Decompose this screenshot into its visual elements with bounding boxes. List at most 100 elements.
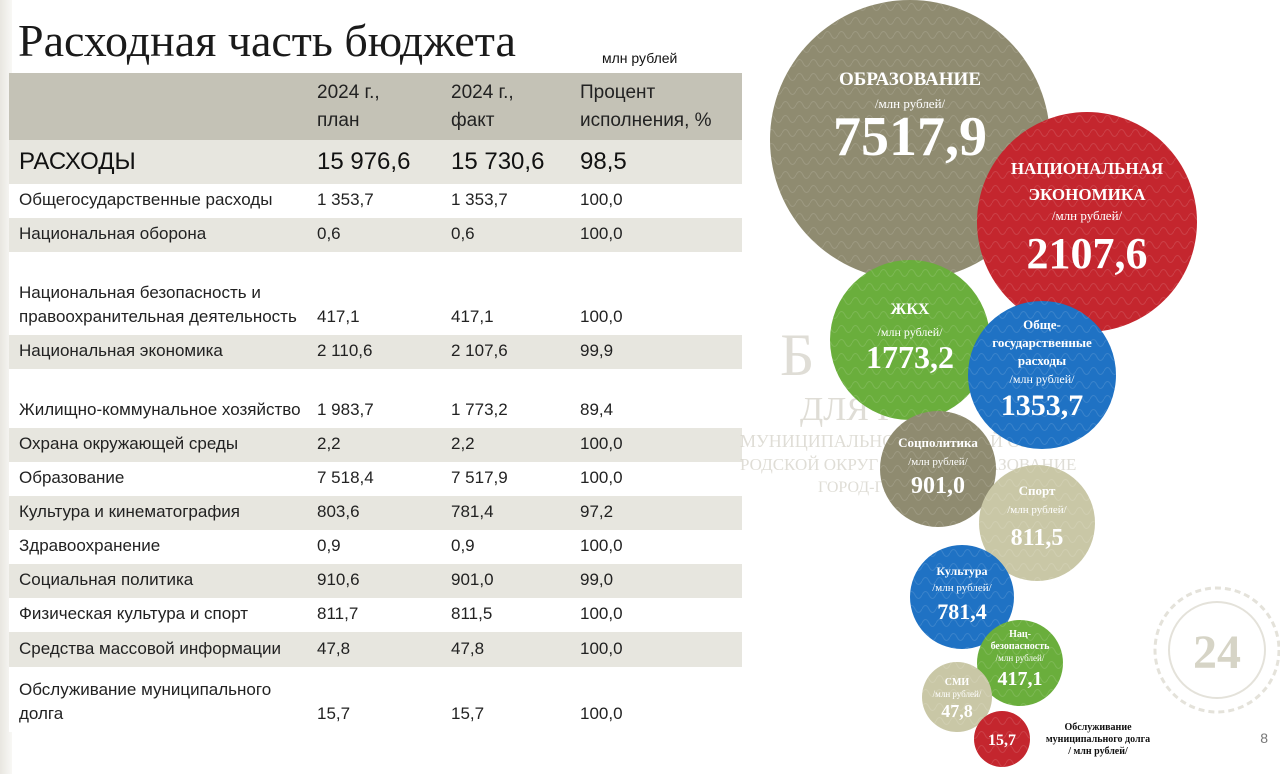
row-name: Жилищно-коммунальное хозяйство xyxy=(9,369,307,428)
row-plan: 47,8 xyxy=(307,632,441,667)
table-header-row: 2024 г., план 2024 г., факт Процент испо… xyxy=(9,73,742,140)
row-percent: 100,0 xyxy=(570,218,742,252)
bubble-unit: /млн рублей/ xyxy=(933,689,982,699)
header-fact: 2024 г., факт xyxy=(441,73,570,140)
row-fact: 2,2 xyxy=(441,428,570,462)
bubble: НАЦИОНАЛЬНАЯ ЭКОНОМИКА/млн рублей/2107,6 xyxy=(977,112,1197,332)
bubble-unit: /млн рублей/ xyxy=(878,325,944,339)
bubble-value: 417,1 xyxy=(998,668,1043,690)
table-row: Социальная политика 910,6 901,0 99,0 xyxy=(9,564,742,598)
row-percent: 100,0 xyxy=(570,632,742,667)
table-row: Культура и кинематография 803,6 781,4 97,2 xyxy=(9,496,742,530)
row-percent: 97,2 xyxy=(570,496,742,530)
row-name: Средства массовой информации xyxy=(9,632,307,667)
bubble-label: Нац- xyxy=(1009,629,1031,640)
header-percent-line2: исполнения, % xyxy=(580,109,712,131)
bubble-label: ЭКОНОМИКА xyxy=(1029,185,1147,204)
bubble-unit: /млн рублей/ xyxy=(996,653,1045,663)
table-row: Охрана окружающей среды 2,2 2,2 100,0 xyxy=(9,428,742,462)
bubble: СМИ/млн рублей/47,8 xyxy=(922,662,992,732)
row-percent: 100,0 xyxy=(570,428,742,462)
bubble-label: ОБРАЗОВАНИЕ xyxy=(839,69,981,90)
watermark-text: РОДСКОЙ ОКРУГ М xyxy=(740,455,898,474)
bubble-unit: /млн рублей/ xyxy=(1010,372,1076,386)
bubble-value: 901,0 xyxy=(911,473,965,499)
bubble-label: Соцполитика xyxy=(898,435,978,450)
row-plan: 0,9 xyxy=(307,530,441,564)
seal-emblem: 24 xyxy=(1153,586,1280,714)
row-fact: 1 773,2 xyxy=(441,369,570,428)
row-fact: 2 107,6 xyxy=(441,335,570,369)
table-row: Национальная экономика 2 110,6 2 107,6 99,9 xyxy=(9,335,742,369)
debt-caption-line1: Обслуживание xyxy=(1064,722,1132,733)
row-fact: 7 517,9 xyxy=(441,462,570,496)
seal-number: 24 xyxy=(1193,626,1241,679)
table-row: Национальная оборона 0,6 0,6 100,0 xyxy=(9,218,742,252)
total-fact: 15 730,6 xyxy=(441,140,570,184)
header-percent-line1: Процент xyxy=(580,81,656,103)
bubble-unit: /млн рублей/ xyxy=(1052,208,1123,223)
row-percent: 100,0 xyxy=(570,667,742,732)
bubble-label: Обще- xyxy=(1023,317,1061,332)
row-fact: 1 353,7 xyxy=(441,184,570,218)
bubble-value: 15,7 xyxy=(988,732,1016,749)
row-percent: 100,0 xyxy=(570,530,742,564)
row-fact: 47,8 xyxy=(441,632,570,667)
row-name: Национальная оборона xyxy=(9,218,307,252)
row-plan: 15,7 xyxy=(307,667,441,732)
bubble-texture xyxy=(977,112,1197,332)
bubble: Нац-безопасность/млн рублей/417,1 xyxy=(977,620,1063,706)
row-fact: 781,4 xyxy=(441,496,570,530)
row-plan: 803,6 xyxy=(307,496,441,530)
row-plan: 0,6 xyxy=(307,218,441,252)
bubble: Соцполитика/млн рублей/901,0 xyxy=(880,411,996,527)
bubble-unit: /млн рублей/ xyxy=(932,582,992,594)
header-percent: Процент исполнения, % xyxy=(570,73,742,140)
bubble-value: 7517,9 xyxy=(833,106,987,168)
row-name: Физическая культура и спорт xyxy=(9,598,307,632)
watermark-text: ГОРОД-ГЕ xyxy=(818,479,894,496)
row-name: Образование xyxy=(9,462,307,496)
header-plan: 2024 г., план xyxy=(307,73,441,140)
page-number: 8 xyxy=(1260,730,1268,746)
row-name: Общегосударственные расходы xyxy=(9,184,307,218)
bubble-label: ЖКХ xyxy=(891,301,930,318)
header-fact-line2: факт xyxy=(451,109,495,131)
table-row: Жилищно-коммунальное хозяйство 1 983,7 1 7… xyxy=(9,369,742,428)
bubble-texture xyxy=(880,411,996,527)
bubble-label: СМИ xyxy=(945,677,970,688)
row-percent: 100,0 xyxy=(570,462,742,496)
bubble-unit: /млн рублей/ xyxy=(1007,504,1067,516)
page-title: Расходная часть бюджета xyxy=(18,15,516,66)
row-plan: 2,2 xyxy=(307,428,441,462)
header-plan-line2: план xyxy=(317,109,360,131)
bubble-label: государственные xyxy=(992,335,1092,350)
header-plan-line1: 2024 г., xyxy=(317,81,380,103)
bubble-value: 1353,7 xyxy=(1001,389,1084,422)
bubble: ЖКХ/млн рублей/1773,2 xyxy=(830,260,990,420)
bubble-texture xyxy=(830,260,990,420)
row-fact: 417,1 xyxy=(441,252,570,335)
total-plan: 15 976,6 xyxy=(307,140,441,184)
bubble-value: 2107,6 xyxy=(1027,229,1148,278)
total-name: РАСХОДЫ xyxy=(9,140,307,184)
row-percent: 100,0 xyxy=(570,184,742,218)
bubble-label: Спорт xyxy=(1019,483,1056,498)
table-row: Обслуживание муниципального долга 15,7 15,… xyxy=(9,667,742,732)
row-percent: 99,9 xyxy=(570,335,742,369)
debt-caption-line3: / млн рублей/ xyxy=(1068,746,1128,757)
budget-table: 2024 г., план 2024 г., факт Процент испо… xyxy=(9,73,742,732)
row-percent: 99,0 xyxy=(570,564,742,598)
debt-caption-line2: муниципального долга xyxy=(1045,734,1151,745)
bubble: 15,7 xyxy=(974,711,1030,767)
row-plan: 1 983,7 xyxy=(307,369,441,428)
row-name: Обслуживание муниципального долга xyxy=(9,667,307,732)
row-plan: 811,7 xyxy=(307,598,441,632)
row-percent: 100,0 xyxy=(570,252,742,335)
table-row: Средства массовой информации 47,8 47,8 100,… xyxy=(9,632,742,667)
bubble-texture xyxy=(968,301,1116,449)
row-name: Культура и кинематография xyxy=(9,496,307,530)
table-row: Национальная безопасность и правоохранит… xyxy=(9,252,742,335)
row-fact: 0,6 xyxy=(441,218,570,252)
